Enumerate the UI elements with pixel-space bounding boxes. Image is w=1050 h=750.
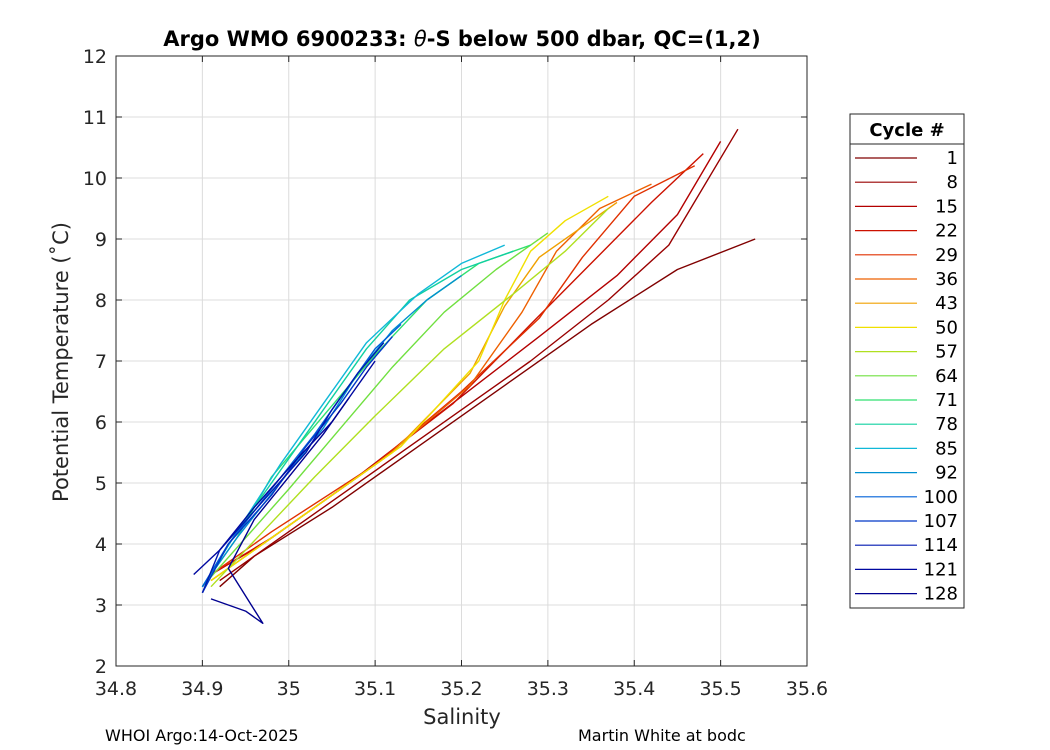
legend-label-cycle-128: 128 <box>924 584 958 605</box>
y-tick-label: 6 <box>95 412 107 434</box>
x-tick-label: 35.1 <box>354 678 396 700</box>
y-axis-label: Potential Temperature (˚C) <box>49 222 73 502</box>
x-axis-label: Salinity <box>423 705 501 729</box>
legend-label-cycle-92: 92 <box>935 463 958 484</box>
legend-label-cycle-15: 15 <box>935 196 958 217</box>
series-line-cycle-22 <box>210 153 704 576</box>
legend-label-cycle-100: 100 <box>924 487 958 508</box>
series-line-cycle-71 <box>201 244 531 588</box>
y-tick-label: 4 <box>95 534 107 556</box>
legend-label-cycle-8: 8 <box>947 172 958 193</box>
x-tick-label: 35.6 <box>786 678 828 700</box>
y-tick-label: 8 <box>95 290 107 312</box>
legend-items: 1 8 15 22 29 36 43 50 57 64 71 78 85 92 100 107 114 121 12… <box>855 148 958 605</box>
y-tick-label: 12 <box>83 46 107 68</box>
legend-label-cycle-114: 114 <box>924 535 958 556</box>
series-line-cycle-29 <box>210 165 696 576</box>
legend-label-cycle-64: 64 <box>935 366 958 387</box>
y-tick-label: 9 <box>95 229 107 251</box>
legend-box <box>849 113 965 609</box>
y-tick-label: 10 <box>83 168 107 190</box>
x-tick-label: 34.8 <box>95 678 137 700</box>
legend-label-cycle-36: 36 <box>935 269 958 290</box>
legend-label-cycle-50: 50 <box>935 317 958 338</box>
series-line-cycle-1 <box>219 238 756 588</box>
x-tick-label: 35.5 <box>699 678 741 700</box>
x-tick-label: 34.9 <box>181 678 223 700</box>
y-tick-label: 11 <box>83 107 107 129</box>
legend-label-cycle-78: 78 <box>935 414 958 435</box>
legend-label-cycle-57: 57 <box>935 342 958 363</box>
legend-label-cycle-121: 121 <box>924 559 958 580</box>
series-line-cycle-121 <box>193 360 376 576</box>
series-line-cycle-92 <box>201 275 462 588</box>
series-line-cycle-78 <box>201 250 514 588</box>
axis-ticks: 34.8 34.9 35 35.1 35.2 35.3 35.4 35.5 35.6 2 3 4 5 6 7… <box>83 46 828 700</box>
series-lines <box>193 128 756 624</box>
series-line-cycle-36 <box>210 183 652 582</box>
legend-title: Cycle # <box>869 120 944 141</box>
legend-label-cycle-71: 71 <box>935 390 958 411</box>
y-tick-label: 7 <box>95 351 107 373</box>
legend-label-cycle-107: 107 <box>924 511 958 532</box>
legend-label-cycle-85: 85 <box>935 438 958 459</box>
series-line-cycle-8 <box>219 128 739 582</box>
x-tick-label: 35.2 <box>440 678 482 700</box>
series-line-cycle-64 <box>201 232 549 588</box>
y-tick-label: 2 <box>95 656 107 678</box>
series-line-cycle-57 <box>210 208 609 588</box>
y-tick-label: 5 <box>95 473 107 495</box>
series-line-cycle-107 <box>201 336 393 594</box>
x-tick-label: 35.3 <box>527 678 569 700</box>
series-line-cycle-15 <box>210 141 722 576</box>
series-line-cycle-50 <box>210 195 609 582</box>
legend-label-cycle-43: 43 <box>935 293 958 314</box>
legend-label-cycle-1: 1 <box>947 148 958 169</box>
footer-source: WHOI Argo:14-Oct-2025 <box>105 726 299 745</box>
y-tick-label: 3 <box>95 595 107 617</box>
x-tick-label: 35.4 <box>613 678 655 700</box>
series-line-cycle-128 <box>210 397 350 624</box>
footer-author: Martin White at bodc <box>578 726 746 745</box>
chart-title: Argo WMO 6900233: θ-S below 500 dbar, QC… <box>163 27 760 51</box>
grid <box>115 55 808 667</box>
legend: Cycle # 1 8 15 22 29 36 43 50 57 64 71 78 85 92 100 107… <box>849 113 965 609</box>
legend-label-cycle-22: 22 <box>935 221 958 242</box>
legend-label-cycle-29: 29 <box>935 245 958 266</box>
x-tick-label: 35 <box>277 678 301 700</box>
